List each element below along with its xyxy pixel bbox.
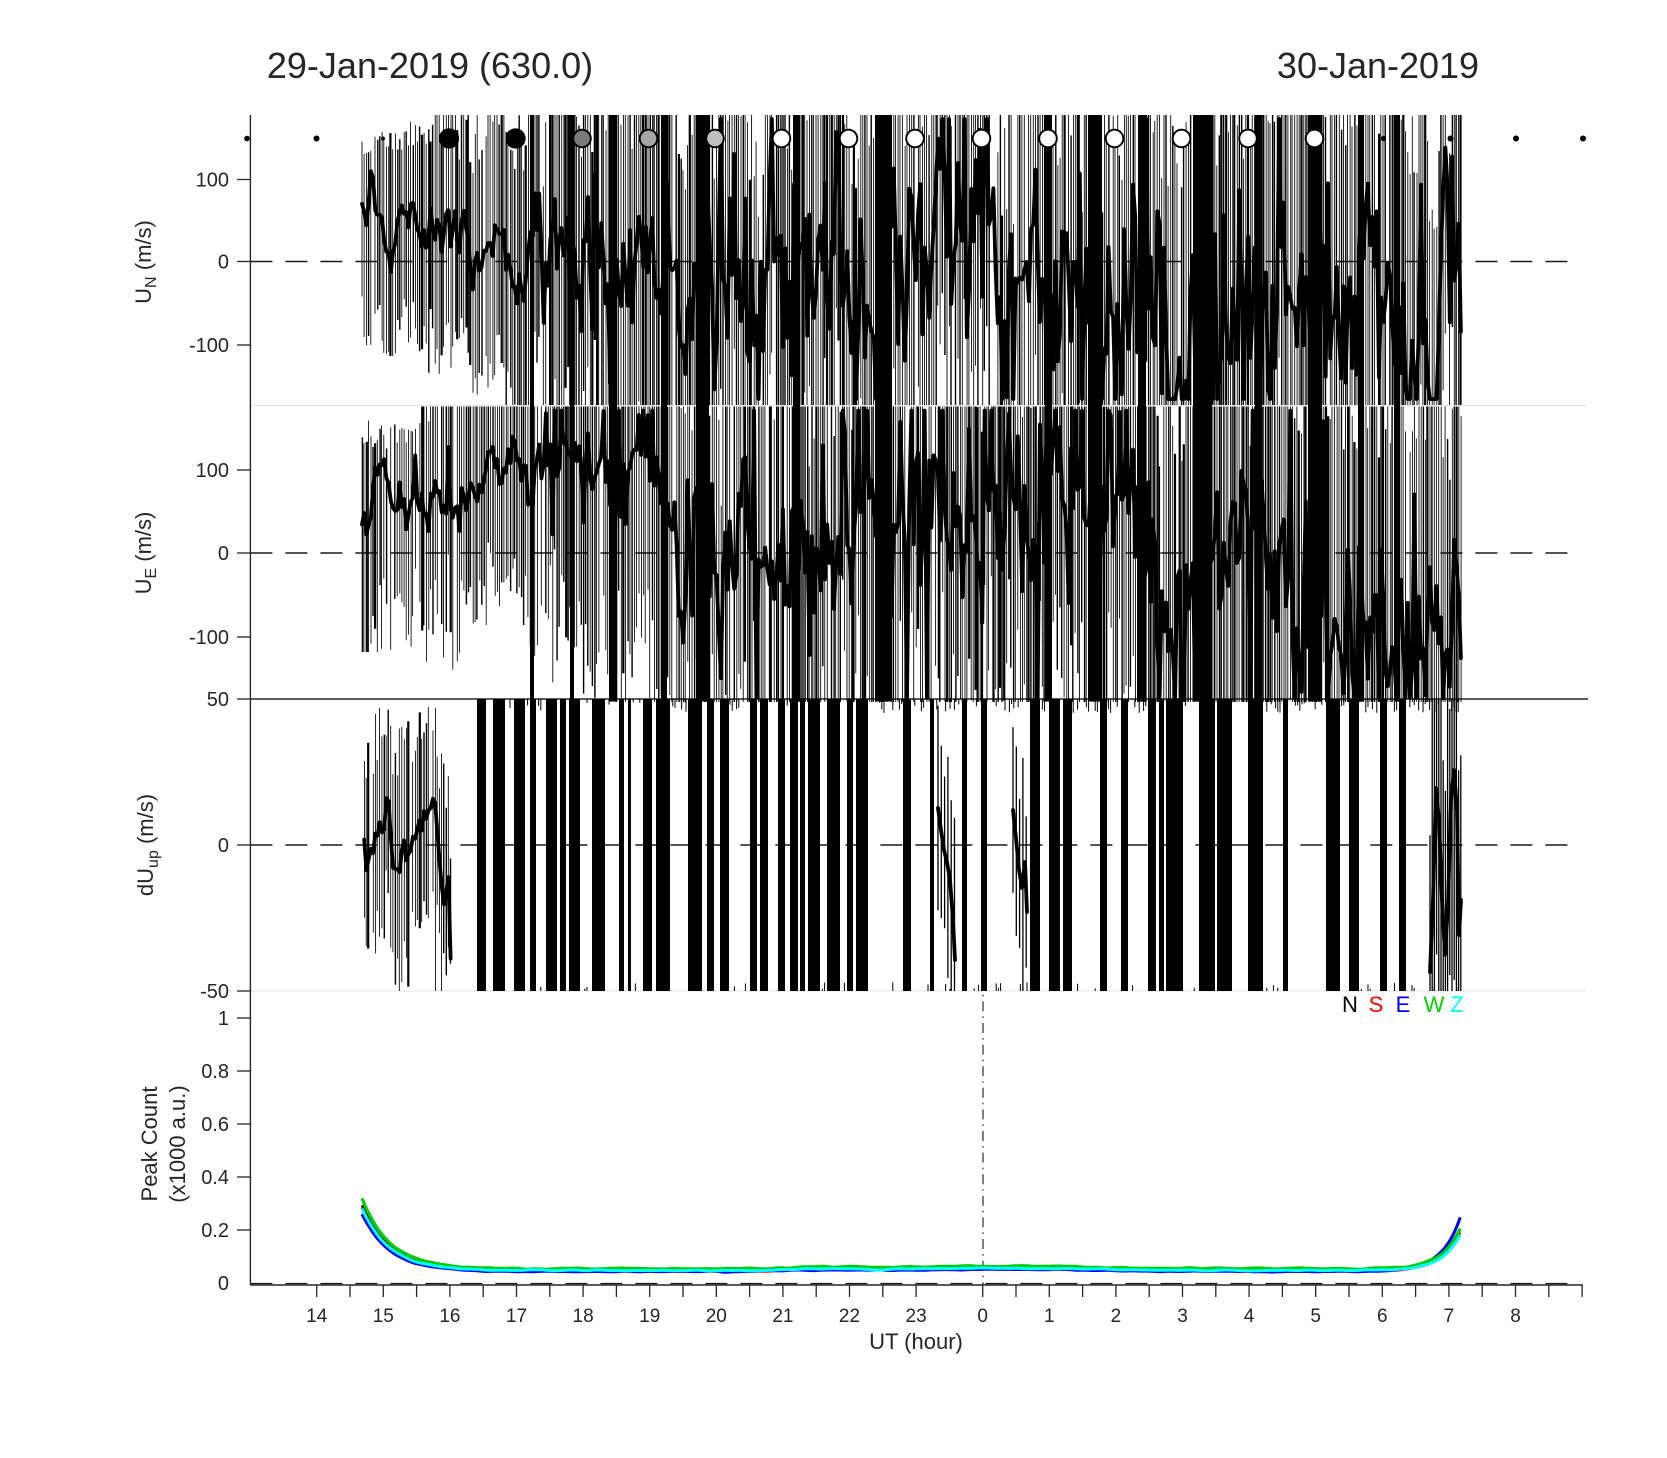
- svg-text:2: 2: [1111, 1306, 1122, 1327]
- svg-text:19: 19: [639, 1306, 660, 1327]
- svg-text:UT (hour): UT (hour): [869, 1329, 963, 1354]
- svg-text:15: 15: [373, 1306, 394, 1327]
- svg-text:4: 4: [1244, 1306, 1255, 1327]
- svg-text:29-Jan-2019 (630.0): 29-Jan-2019 (630.0): [267, 45, 593, 86]
- svg-text:0: 0: [218, 543, 229, 565]
- svg-text:3: 3: [1177, 1306, 1188, 1327]
- svg-text:21: 21: [772, 1306, 793, 1327]
- svg-text:S: S: [1369, 992, 1384, 1017]
- svg-text:Z: Z: [1450, 992, 1463, 1017]
- svg-text:30-Jan-2019: 30-Jan-2019: [1277, 45, 1479, 86]
- svg-text:-50: -50: [200, 981, 229, 1003]
- svg-text:18: 18: [573, 1306, 594, 1327]
- svg-text:22: 22: [839, 1306, 860, 1327]
- svg-text:16: 16: [439, 1306, 460, 1327]
- svg-text:0: 0: [218, 252, 229, 274]
- svg-text:0.2: 0.2: [201, 1220, 229, 1242]
- svg-text:17: 17: [506, 1306, 527, 1327]
- svg-text:UE (m/s): UE (m/s): [131, 512, 160, 595]
- svg-text:1: 1: [1044, 1306, 1055, 1327]
- svg-text:0.8: 0.8: [201, 1061, 229, 1083]
- svg-text:8: 8: [1510, 1306, 1521, 1327]
- svg-text:0.4: 0.4: [201, 1167, 229, 1189]
- svg-text:Peak Count: Peak Count: [137, 1087, 162, 1202]
- svg-text:0: 0: [218, 835, 229, 857]
- svg-text:100: 100: [196, 170, 229, 192]
- svg-text:14: 14: [306, 1306, 328, 1327]
- svg-text:(x1000 a.u.): (x1000 a.u.): [165, 1085, 190, 1202]
- svg-text:7: 7: [1444, 1306, 1455, 1327]
- svg-text:-100: -100: [189, 335, 229, 357]
- svg-text:23: 23: [906, 1306, 927, 1327]
- svg-text:0.6: 0.6: [201, 1114, 229, 1136]
- svg-text:dUup (m/s): dUup (m/s): [133, 794, 162, 896]
- svg-text:UN (m/s): UN (m/s): [131, 220, 160, 304]
- svg-text:0: 0: [218, 1273, 229, 1295]
- svg-text:1: 1: [218, 1008, 229, 1030]
- svg-text:N: N: [1342, 992, 1358, 1017]
- svg-text:5: 5: [1310, 1306, 1321, 1327]
- svg-text:-100: -100: [189, 627, 229, 649]
- svg-text:0: 0: [977, 1306, 988, 1327]
- svg-text:100: 100: [196, 460, 229, 482]
- svg-text:50: 50: [207, 689, 229, 711]
- svg-text:6: 6: [1377, 1306, 1388, 1327]
- svg-text:E: E: [1396, 992, 1411, 1017]
- svg-text:20: 20: [706, 1306, 727, 1327]
- svg-text:W: W: [1424, 992, 1445, 1017]
